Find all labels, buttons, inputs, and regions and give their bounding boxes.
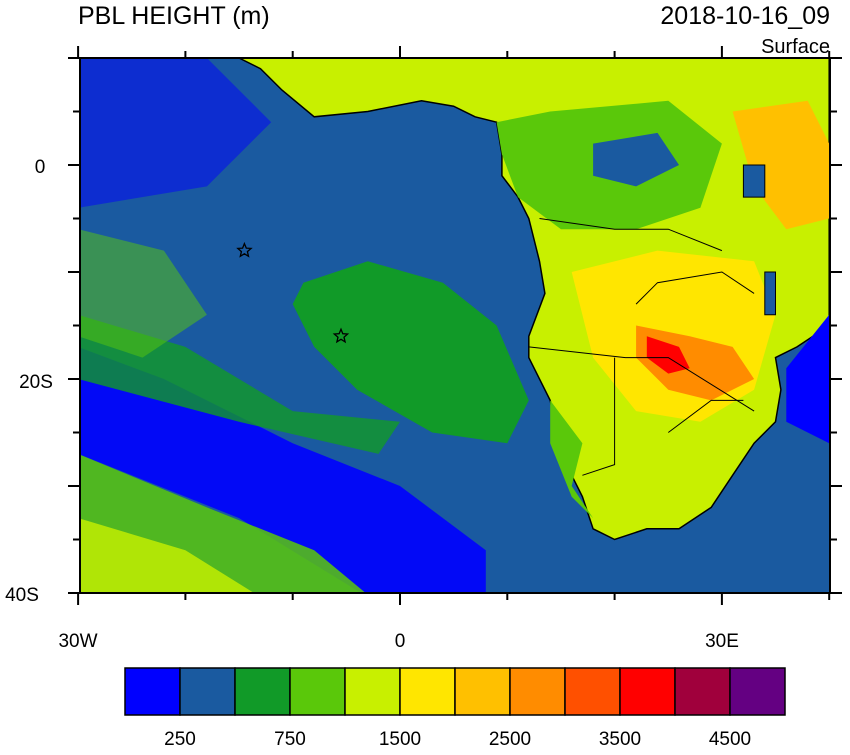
border [528, 346, 755, 412]
ocean-blue [80, 58, 272, 208]
lake [742, 164, 766, 198]
colorbar-box [179, 667, 236, 716]
ocean-green [292, 261, 529, 444]
site-star [236, 241, 253, 258]
colorbar-label: 250 [164, 729, 196, 750]
lake [764, 271, 776, 316]
lon-label: 30W [58, 631, 97, 652]
colorbar-label: 2500 [489, 729, 531, 750]
colorbar-label: 3500 [599, 729, 641, 750]
datetime: 2018-10-16_09 [660, 2, 830, 30]
colorbar-box [729, 667, 786, 716]
land-yellow [732, 100, 830, 230]
colorbar-box [454, 667, 511, 716]
ocean-green [80, 315, 400, 454]
colorbar-box [344, 667, 401, 716]
frame [68, 46, 842, 605]
colorbar: 250 750 1500 2500 3500 4500 [124, 667, 786, 750]
border [539, 218, 723, 252]
colorbar-box [399, 667, 456, 716]
ocean-band [80, 518, 255, 593]
title: PBL HEIGHT (m) [78, 2, 270, 30]
colorbar-label: 1500 [379, 729, 421, 750]
lon-label: 30E [705, 631, 739, 652]
level: Surface [761, 36, 830, 58]
map-layers [80, 58, 830, 593]
lat-label: 0 [35, 157, 46, 178]
ocean-band [80, 347, 486, 593]
colorbar-box [564, 667, 621, 716]
lat-label: 20S [19, 372, 53, 393]
colorbar-box [619, 667, 676, 716]
colorbar-box [124, 667, 181, 716]
colorbar-box [234, 667, 291, 716]
land-east [786, 314, 830, 444]
land-green [550, 400, 594, 519]
land-blue [593, 132, 679, 187]
colorbar-box [509, 667, 566, 716]
colorbar-box [289, 667, 346, 716]
colorbar-label: 750 [274, 729, 306, 750]
site-star [332, 327, 350, 344]
border [582, 357, 616, 476]
ocean-light [80, 229, 207, 358]
colorbar-label: 4500 [709, 729, 751, 750]
border [635, 271, 755, 305]
lat-label: 40S [5, 585, 39, 606]
lon-label: 0 [395, 631, 406, 652]
border [668, 399, 744, 433]
colorbar-box [674, 667, 731, 716]
map [80, 58, 830, 593]
